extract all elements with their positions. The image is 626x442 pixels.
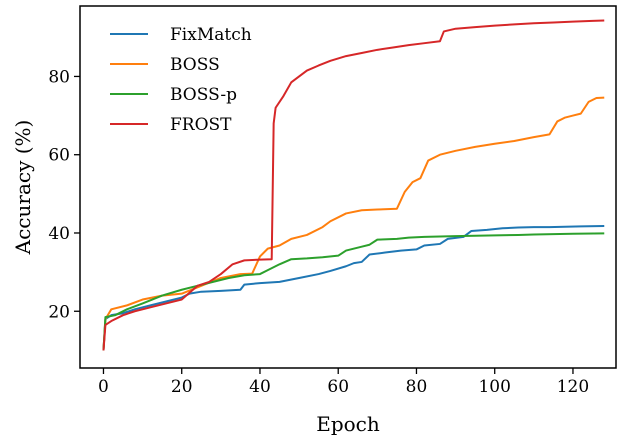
plot-frame	[79, 5, 617, 369]
x-tick-label: 60	[327, 377, 349, 397]
y-tick-label: 40	[48, 224, 70, 244]
series-line-fixmatch	[102, 224, 605, 351]
legend: FixMatch BOSS BOSS-p FROST	[110, 25, 252, 135]
series-line-boss-p	[102, 232, 605, 351]
legend-label: FixMatch	[170, 25, 252, 45]
y-tick-label: 20	[48, 302, 70, 322]
axes-layer	[79, 5, 617, 369]
legend-label: BOSS-p	[170, 85, 237, 105]
x-axis-title: Epoch	[316, 412, 380, 436]
legend-label: BOSS	[170, 55, 220, 75]
y-axis-title: Accuracy (%)	[11, 120, 35, 256]
x-tick-label: 80	[406, 377, 428, 397]
x-tick-label: 100	[478, 377, 510, 397]
y-tick-label: 80	[48, 67, 70, 87]
x-tick-label: 20	[171, 377, 193, 397]
legend-label: FROST	[170, 115, 232, 135]
x-tick-label: 120	[557, 377, 589, 397]
ticks-layer: 0 20 40 60 80 100 120 20 40 60 80	[48, 67, 589, 397]
x-tick-label: 0	[98, 377, 109, 397]
x-tick-label: 40	[249, 377, 271, 397]
series-layer	[102, 19, 605, 351]
y-tick-label: 60	[48, 146, 70, 166]
series-line-frost	[102, 19, 605, 351]
